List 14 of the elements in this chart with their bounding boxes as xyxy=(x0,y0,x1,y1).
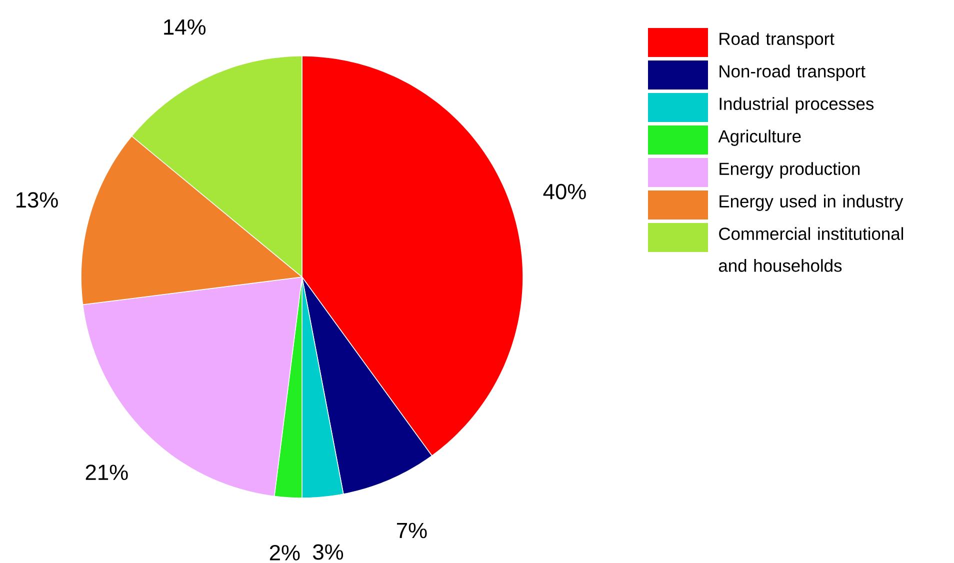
data-label: 3% xyxy=(312,544,344,560)
legend-label: Commercial institutional and households xyxy=(718,227,904,272)
data-label: 13% xyxy=(16,192,58,208)
data-label: 21% xyxy=(86,464,128,480)
data-label: 7% xyxy=(397,522,427,538)
legend-label: Energy used in industry xyxy=(720,194,904,211)
data-label: 14% xyxy=(164,19,206,35)
legend-label: Agriculture xyxy=(718,130,801,146)
data-label: 40% xyxy=(543,184,586,200)
legend-label: Non-road transport xyxy=(720,64,866,81)
legend-label: Industrial processes xyxy=(720,97,874,114)
legend-label: Road transport xyxy=(720,32,834,48)
data-label: 2% xyxy=(270,544,300,560)
legend-label: Energy production xyxy=(720,162,860,178)
